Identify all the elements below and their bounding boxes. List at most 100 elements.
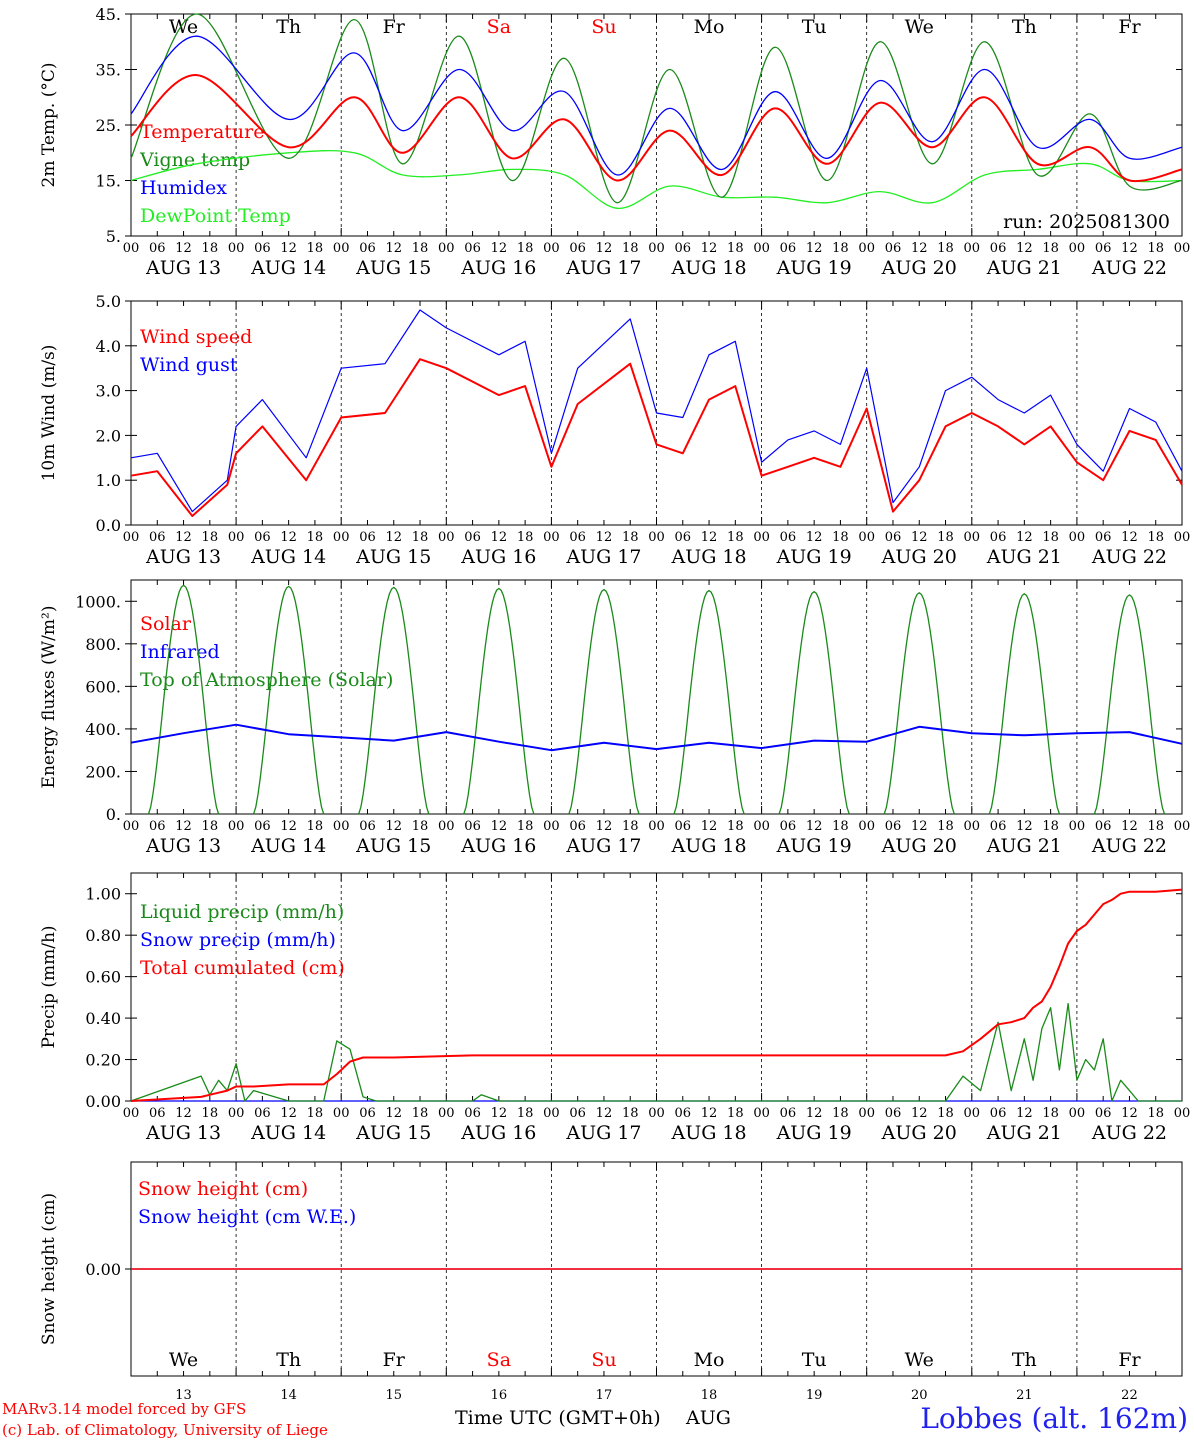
hour-label: 06	[254, 1106, 271, 1121]
x-axis-title: Time UTC (GMT+0h)	[455, 1407, 661, 1429]
date-label: AUG 14	[250, 1122, 326, 1144]
weekday-label: Sa	[487, 1349, 511, 1371]
date-label: AUG 20	[881, 1122, 957, 1144]
hour-label: 18	[202, 241, 219, 256]
hour-label: 18	[517, 819, 534, 834]
legend-entry: Humidex	[140, 177, 227, 199]
date-label: AUG 20	[881, 546, 957, 568]
hour-label: 00	[1069, 1106, 1086, 1121]
y-tick-label: 600.	[85, 677, 121, 696]
hour-label: 06	[780, 241, 797, 256]
legend-entry: Temperature	[140, 121, 264, 143]
hour-label: 06	[464, 530, 481, 545]
day-number: 15	[385, 1388, 402, 1403]
date-label: AUG 17	[565, 546, 641, 568]
weekday-label: We	[905, 16, 934, 38]
hour-label: 12	[280, 530, 297, 545]
legend-entry: Snow height (cm W.E.)	[138, 1206, 356, 1228]
hour-label: 00	[333, 241, 350, 256]
y-tick-label: 0.00	[85, 1260, 121, 1279]
weekday-label: Mo	[694, 16, 725, 38]
hour-label: 18	[1147, 819, 1164, 834]
hour-label: 06	[675, 1106, 692, 1121]
hour-label: 12	[1016, 241, 1033, 256]
y-tick-label: 15.	[96, 172, 121, 191]
date-label: AUG 17	[565, 257, 641, 279]
date-label: AUG 15	[355, 835, 431, 857]
hour-label: 18	[832, 819, 849, 834]
hour-label: 12	[385, 1106, 402, 1121]
date-label: AUG 18	[670, 835, 746, 857]
series-liquid-precip	[130, 1002, 1182, 1102]
hour-label: 18	[412, 1106, 429, 1121]
date-label: AUG 14	[250, 546, 326, 568]
hour-label: 00	[123, 241, 140, 256]
weekday-label: Th	[276, 16, 301, 38]
legend-entry: DewPoint Temp	[140, 205, 291, 227]
hour-label: 18	[1042, 241, 1059, 256]
series-total-cumulated	[130, 888, 1183, 1102]
hour-label: 00	[543, 241, 560, 256]
hour-label: 18	[727, 1106, 744, 1121]
hour-label: 18	[1147, 1106, 1164, 1121]
hour-label: 18	[517, 530, 534, 545]
date-label: AUG 21	[986, 1122, 1062, 1144]
hour-label: 18	[412, 530, 429, 545]
footer: MARv3.14 model forced by GFS (c) Lab. of…	[2, 1400, 1188, 1439]
date-label: AUG 13	[145, 546, 221, 568]
hour-label: 06	[569, 1106, 586, 1121]
weekday-label: Fr	[1118, 16, 1141, 38]
hour-label: 12	[1016, 1106, 1033, 1121]
weekday-label: Mo	[694, 1349, 725, 1371]
hour-label: 00	[753, 1106, 770, 1121]
hour-label: 00	[1174, 1106, 1191, 1121]
hour-label: 00	[543, 1106, 560, 1121]
y-tick-label: 25.	[96, 116, 121, 135]
hour-label: 12	[806, 1106, 823, 1121]
legend-entry: Vigne temp	[139, 149, 250, 171]
hour-label: 00	[438, 819, 455, 834]
hour-label: 00	[123, 819, 140, 834]
hour-label: 12	[701, 819, 718, 834]
hour-label: 06	[885, 530, 902, 545]
hour-label: 00	[858, 530, 875, 545]
weekday-label: Tu	[802, 1349, 827, 1371]
y-tick-label: 0.20	[85, 1051, 121, 1070]
date-label: AUG 20	[881, 835, 957, 857]
hour-label: 06	[675, 819, 692, 834]
weekday-label: We	[169, 16, 198, 38]
model-credit: MARv3.14 model forced by GFS	[2, 1400, 246, 1418]
day-number: 14	[280, 1388, 297, 1403]
hour-label: 18	[622, 241, 639, 256]
hour-label: 00	[753, 819, 770, 834]
series-toa-day-7	[778, 590, 850, 815]
hour-label: 12	[701, 1106, 718, 1121]
panel-4: 0.00 0.20 0.40 0.60 0.80 1.00 Precip (mm/h) 00 0…	[39, 872, 1191, 1144]
hour-label: 06	[1095, 530, 1112, 545]
hour-label: 12	[385, 530, 402, 545]
legend-entry: Wind gust	[140, 354, 238, 376]
station-name: Lobbes (alt. 162m)	[920, 1402, 1188, 1435]
hour-label: 06	[675, 241, 692, 256]
hour-label: 06	[1095, 819, 1112, 834]
hour-label: 06	[780, 819, 797, 834]
hour-label: 18	[307, 1106, 324, 1121]
series-toa-day-8	[883, 591, 955, 815]
y-tick-label: 0.40	[85, 1009, 121, 1028]
hour-label: 06	[359, 819, 376, 834]
hour-label: 00	[543, 530, 560, 545]
series-toa-day-6	[673, 589, 745, 815]
hour-label: 18	[202, 530, 219, 545]
hour-label: 00	[1069, 530, 1086, 545]
date-label: AUG 14	[250, 835, 326, 857]
hour-label: 06	[464, 819, 481, 834]
series-wind-gust	[130, 309, 1183, 513]
date-label: AUG 22	[1091, 257, 1167, 279]
hour-label: 18	[1042, 1106, 1059, 1121]
hour-label: 00	[753, 241, 770, 256]
hour-label: 06	[359, 241, 376, 256]
hour-label: 12	[280, 1106, 297, 1121]
hour-label: 18	[517, 241, 534, 256]
hour-label: 00	[438, 1106, 455, 1121]
hour-label: 18	[1042, 819, 1059, 834]
